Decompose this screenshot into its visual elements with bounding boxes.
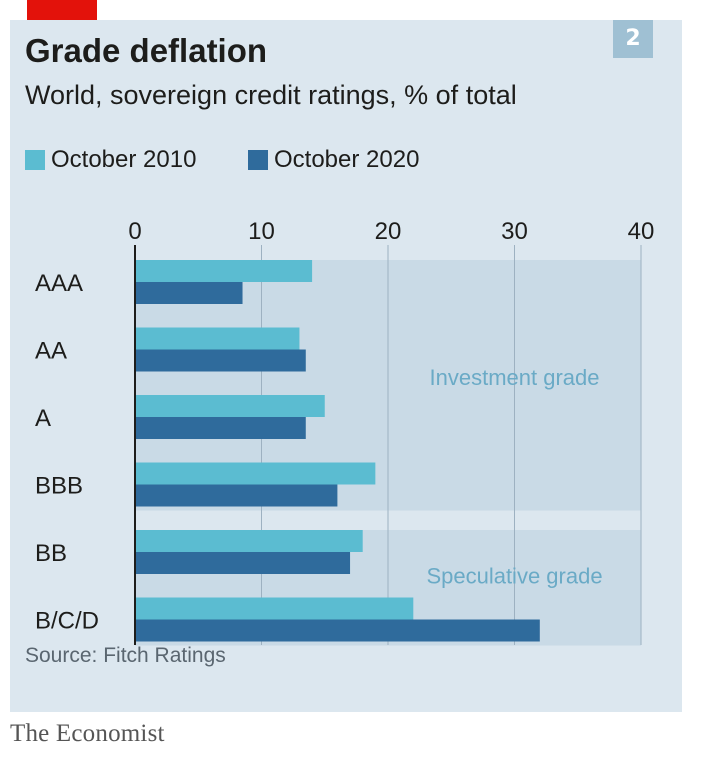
category-label-a: A [35,405,51,432]
bar-2020-bb [135,552,351,574]
legend-swatch-2010 [25,150,45,170]
legend-swatch-2020 [248,150,268,170]
region-label-1: Investment grade [430,365,600,390]
bar-2020-a [135,417,306,439]
legend-item-2010: October 2010 [25,146,196,174]
bar-2010-bcd [135,597,414,620]
category-label-bb: BB [35,540,67,567]
bar-2010-bbb [135,462,376,485]
bar-2020-aa [135,349,306,372]
bar-2020-aaa [135,282,243,304]
x-tick-label-10: 10 [248,218,275,245]
bar-2010-aaa [135,260,313,282]
bar-2010-bb [135,530,363,552]
bar-2020-bbb [135,484,338,507]
bar-2010-aa [135,327,300,350]
red-accent-tag [27,0,97,20]
category-label-bcd: B/C/D [35,608,99,635]
x-tick-label-40: 40 [628,218,655,245]
publisher-logo: The Economist [10,720,165,747]
x-tick-label-0: 0 [128,218,141,245]
legend-label-2010: October 2010 [51,146,197,173]
chart-subtitle: World, sovereign credit ratings, % of to… [25,80,517,110]
category-label-aaa: AAA [35,270,83,297]
bar-2010-a [135,395,325,417]
x-tick-label-20: 20 [375,218,402,245]
category-label-aa: AA [35,338,67,365]
chart-number-badge: 2 [613,20,653,58]
legend-item-2020: October 2020 [248,146,419,174]
source-note: Source: Fitch Ratings [25,644,226,667]
x-tick-label-30: 30 [501,218,528,245]
chart-title: Grade deflation [25,32,268,69]
bar-2020-bcd [135,619,540,642]
category-label-bbb: BBB [35,473,83,500]
legend-label-2020: October 2020 [274,146,420,173]
region-label-2: Speculative grade [426,564,602,589]
